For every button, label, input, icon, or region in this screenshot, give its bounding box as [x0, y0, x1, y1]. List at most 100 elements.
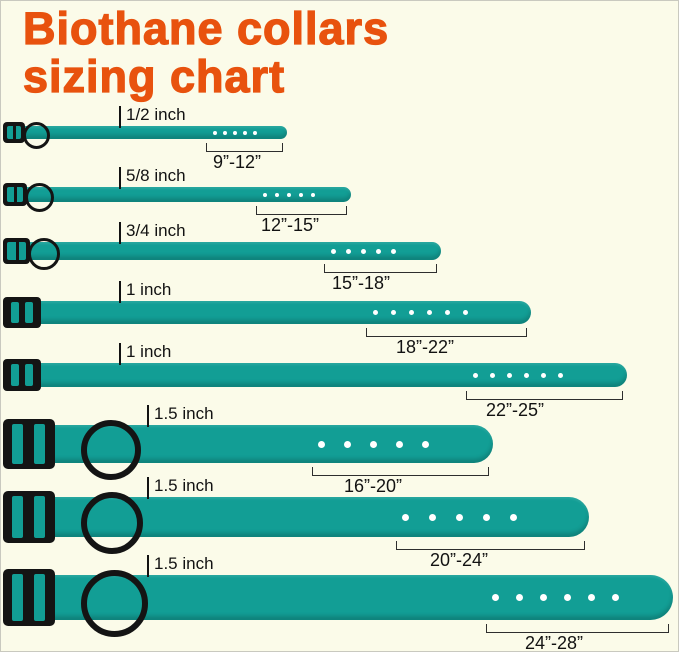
punch-hole — [482, 513, 490, 521]
buckle — [3, 238, 30, 264]
buckle-slot — [12, 424, 23, 464]
buckle — [3, 297, 41, 328]
punch-hole — [444, 310, 450, 315]
punch-hole — [223, 130, 227, 135]
title-line-1: Biothane collars — [22, 3, 390, 54]
d-ring — [81, 420, 141, 480]
width-label: 1 inch — [126, 342, 172, 361]
punch-hole — [587, 594, 595, 601]
punch-hole — [506, 372, 512, 378]
buckle — [3, 183, 27, 206]
width-label: 1.5 inch — [154, 476, 214, 495]
width-leader-line — [119, 281, 121, 303]
size-range-label: 15”-18” — [331, 273, 391, 293]
width-label: 5/8 inch — [126, 166, 186, 185]
buckle — [3, 569, 55, 626]
collar-strap — [5, 425, 493, 463]
punch-hole — [343, 440, 351, 448]
punch-hole — [360, 248, 366, 254]
punch-hole — [275, 192, 279, 197]
width-label: 1.5 inch — [154, 554, 214, 573]
d-ring — [81, 570, 148, 637]
buckle-slot — [34, 574, 45, 621]
punch-hole — [375, 248, 381, 254]
width-leader-line — [147, 405, 149, 427]
punch-hole — [426, 310, 432, 315]
size-range-bracket — [206, 143, 283, 152]
o-ring — [25, 183, 54, 212]
collar-strap — [5, 363, 627, 387]
punch-hole — [509, 513, 517, 521]
collar-strap — [5, 187, 351, 202]
punch-hole — [401, 513, 409, 521]
punch-hole — [563, 594, 571, 601]
buckle-slot — [11, 364, 19, 386]
collar-strap — [5, 301, 531, 324]
punch-hole — [540, 372, 546, 378]
width-leader-line — [147, 555, 149, 577]
punch-hole — [491, 594, 499, 601]
buckle-slot — [11, 302, 19, 323]
punch-hole — [395, 440, 403, 448]
collar-strap — [5, 126, 287, 139]
width-label: 3/4 inch — [126, 221, 186, 240]
buckle-slot — [12, 496, 23, 538]
buckle-prong — [13, 124, 16, 141]
d-ring — [81, 492, 143, 554]
punch-hole — [455, 513, 463, 521]
buckle — [3, 419, 55, 469]
punch-hole — [311, 192, 315, 197]
punch-hole — [243, 130, 247, 135]
buckle-slot — [34, 496, 45, 538]
page-title: Biothane collars sizing chart — [22, 3, 390, 102]
size-range-bracket — [396, 541, 585, 550]
punch-hole — [233, 130, 237, 135]
size-range-bracket — [324, 264, 437, 273]
size-range-label: 20”-24” — [429, 550, 489, 570]
buckle-prong — [15, 240, 19, 262]
punch-hole — [287, 192, 291, 197]
size-range-bracket — [312, 467, 489, 476]
width-leader-line — [119, 222, 121, 244]
punch-hole — [330, 248, 336, 254]
buckle — [3, 359, 41, 391]
punch-hole — [390, 310, 396, 315]
title-line-2: sizing chart — [22, 51, 286, 102]
size-range-label: 12”-15” — [260, 215, 320, 235]
punch-hole — [428, 513, 436, 521]
punch-hole — [611, 594, 619, 601]
punch-hole — [408, 310, 414, 315]
size-range-label: 18”-22” — [395, 337, 455, 357]
punch-hole — [523, 372, 529, 378]
width-leader-line — [147, 477, 149, 499]
size-range-bracket — [256, 206, 347, 215]
buckle-prong — [14, 185, 17, 204]
size-range-bracket — [486, 624, 669, 633]
width-leader-line — [119, 167, 121, 189]
size-range-label: 9”-12” — [212, 152, 261, 172]
punch-hole — [317, 440, 325, 448]
punch-hole — [557, 372, 563, 378]
size-range-bracket — [366, 328, 527, 337]
punch-hole — [539, 594, 547, 601]
punch-hole — [489, 372, 495, 378]
buckle — [3, 122, 25, 143]
size-range-bracket — [466, 391, 623, 400]
buckle-slot — [12, 574, 23, 621]
width-label: 1/2 inch — [126, 105, 186, 124]
width-label: 1 inch — [126, 280, 172, 299]
width-leader-line — [119, 343, 121, 365]
punch-hole — [421, 440, 429, 448]
buckle — [3, 491, 55, 543]
buckle-slot — [34, 424, 45, 464]
width-leader-line — [119, 106, 121, 128]
punch-hole — [213, 130, 217, 135]
punch-hole — [369, 440, 377, 448]
punch-hole — [472, 372, 478, 378]
punch-hole — [515, 594, 523, 601]
punch-hole — [372, 310, 378, 315]
width-label: 1.5 inch — [154, 404, 214, 423]
size-range-label: 24”-28” — [524, 633, 584, 652]
